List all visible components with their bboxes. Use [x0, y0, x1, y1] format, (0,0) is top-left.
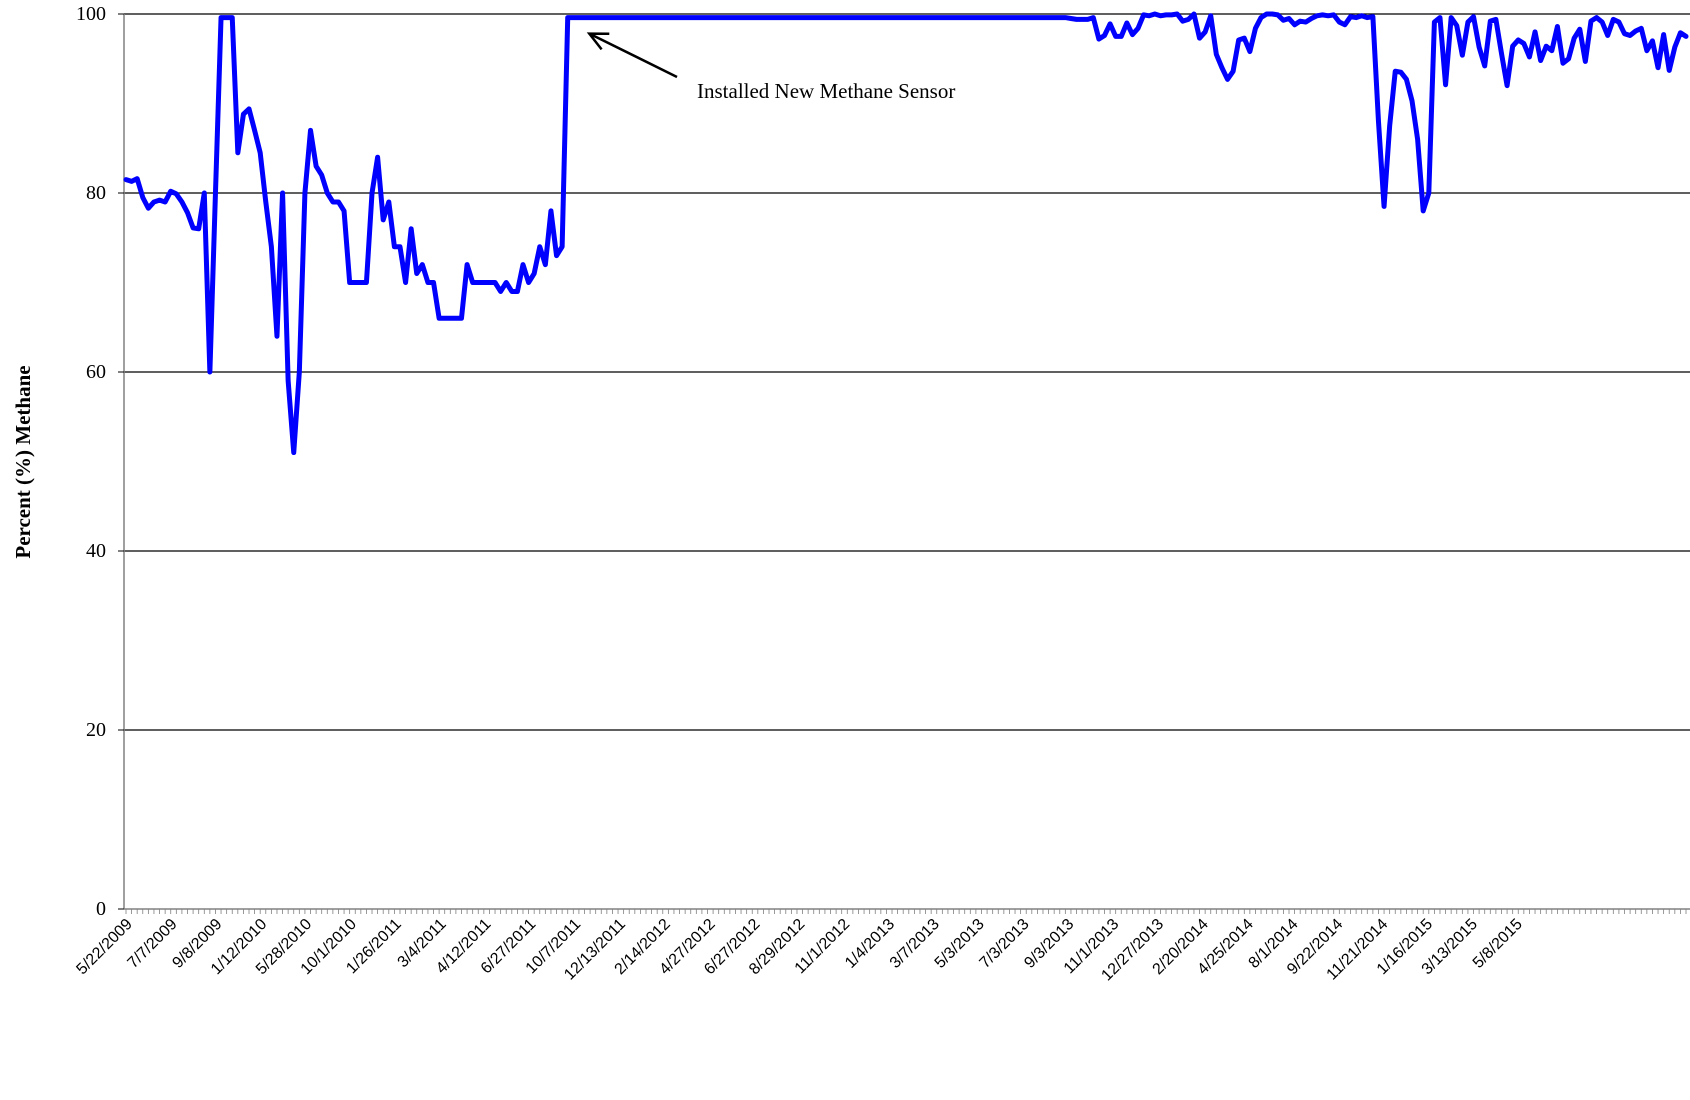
x-minor-ticks — [125, 909, 1687, 914]
annotation-group: Installed New Methane Sensor — [586, 32, 955, 103]
series-group — [123, 11, 1689, 456]
y-tick-label-60: 60 — [86, 361, 106, 383]
gridlines — [124, 13, 1690, 731]
annotation-arrowhead — [586, 32, 610, 51]
y-tick-label-20: 20 — [86, 719, 106, 741]
y-tick-label-80: 80 — [86, 182, 106, 204]
y-axis-label: Percent (%) Methane — [11, 365, 35, 558]
annotation-arrow — [588, 32, 678, 79]
y-tick-label-100: 100 — [76, 3, 106, 25]
x-tick-label: 5/22/2009 — [73, 916, 135, 978]
x-axis-ticks: 5/22/20097/7/20099/8/20091/12/20105/28/2… — [73, 916, 1525, 985]
y-tick-label-0: 0 — [96, 898, 106, 920]
y-axis-ticks: 0 20 40 60 80 100 — [76, 3, 124, 920]
series-line — [123, 11, 1689, 456]
y-tick-label-40: 40 — [86, 540, 106, 562]
annotation-text: Installed New Methane Sensor — [697, 79, 955, 103]
axes — [123, 14, 1690, 914]
x-tick-label: 5/8/2015 — [1470, 916, 1526, 972]
